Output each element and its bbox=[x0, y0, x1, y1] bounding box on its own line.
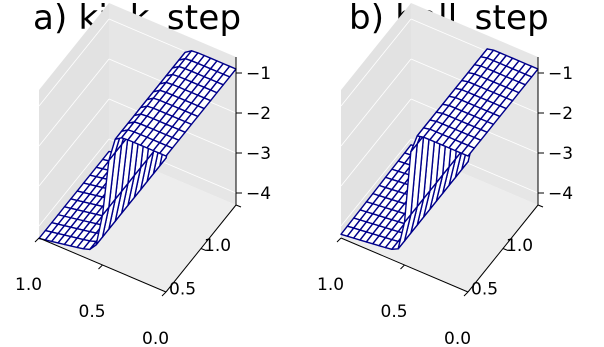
x-tick-label: 1.0 bbox=[317, 275, 344, 295]
z-tick-label: −3 bbox=[548, 144, 573, 164]
y-tick bbox=[537, 204, 544, 208]
z-tick-label: −4 bbox=[246, 184, 271, 204]
gridline bbox=[340, 138, 412, 227]
x-tick-label: 0.0 bbox=[142, 329, 169, 347]
gridline bbox=[38, 138, 110, 227]
surface-cell bbox=[158, 144, 174, 157]
gridline bbox=[38, 18, 110, 107]
x-tick-label: 0.5 bbox=[79, 302, 106, 322]
x-tick bbox=[400, 264, 405, 270]
x-tick-label: 0.5 bbox=[381, 302, 408, 322]
gridline bbox=[38, 58, 110, 147]
gridline bbox=[340, 98, 412, 187]
panel-kink-step: a) kink_step 1.0 0.5 0.0 0.5 1.0 −1 −2 −3 −4 bbox=[15, 0, 271, 347]
gridline bbox=[340, 18, 412, 107]
x-tick bbox=[98, 264, 103, 270]
surface-plot-kink-step: 1.0 0.5 0.0 0.5 1.0 −1 −2 −3 −4 bbox=[15, 3, 271, 347]
left-pane bbox=[39, 3, 109, 238]
x-tick bbox=[463, 291, 469, 297]
surface-cell bbox=[460, 144, 476, 157]
z-tick-label: −2 bbox=[548, 104, 573, 124]
y-tick-label: 1.0 bbox=[506, 236, 533, 256]
x-tick bbox=[161, 291, 167, 297]
z-tick-label: −3 bbox=[246, 144, 271, 164]
y-tick bbox=[502, 248, 509, 251]
left-pane bbox=[341, 3, 411, 238]
panel-ball-step: b) ball_step 1.0 0.5 0.0 0.5 1.0 −1 −2 −3 −4 bbox=[302, 0, 604, 347]
gridline bbox=[340, 58, 412, 147]
y-tick-label: 1.0 bbox=[204, 236, 231, 256]
x-tick bbox=[34, 237, 40, 243]
z-tick-label: −1 bbox=[548, 64, 573, 84]
wireframe bbox=[38, 50, 237, 251]
gridline bbox=[38, 98, 110, 187]
z-tick-label: −4 bbox=[548, 184, 573, 204]
surface-plot-ball-step: 1.0 0.5 0.0 0.5 1.0 −1 −2 −3 −4 bbox=[317, 3, 573, 347]
y-tick bbox=[200, 248, 207, 251]
wireframe bbox=[340, 48, 539, 251]
y-tick-label: 0.5 bbox=[471, 280, 498, 300]
x-tick-label: 0.0 bbox=[444, 329, 471, 347]
y-tick-label: 0.5 bbox=[169, 280, 196, 300]
z-tick-label: −2 bbox=[246, 104, 271, 124]
z-tick-label: −1 bbox=[246, 64, 271, 84]
y-tick bbox=[235, 204, 242, 208]
x-tick bbox=[336, 237, 342, 243]
x-tick-label: 1.0 bbox=[15, 275, 42, 295]
